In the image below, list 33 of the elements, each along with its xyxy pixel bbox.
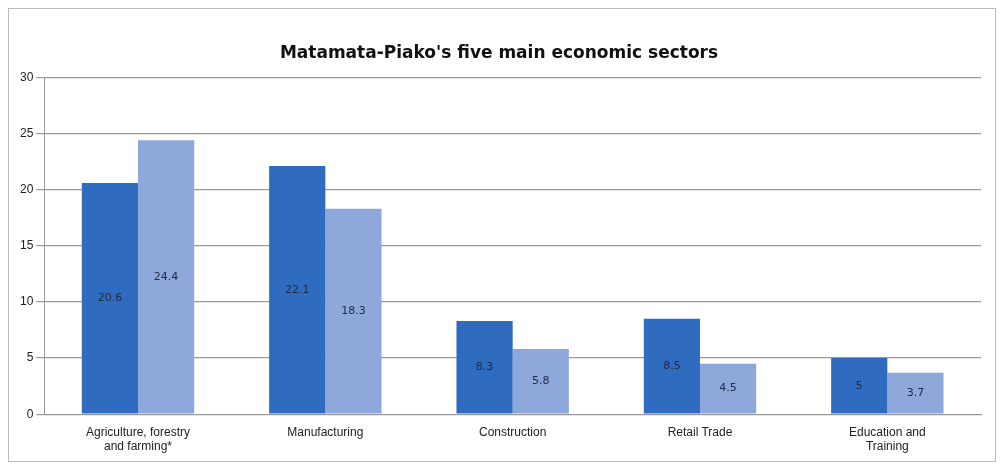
- bar: [887, 372, 944, 414]
- y-tick-label: 5: [26, 350, 34, 365]
- bar: [700, 363, 757, 414]
- x-tick-label: Education and Training: [848, 424, 926, 454]
- data-label: 3.7: [906, 385, 925, 399]
- bar: [456, 321, 513, 414]
- y-tick-label: 10: [19, 294, 34, 309]
- y-tick-label: 20: [19, 181, 34, 196]
- data-label: 22.1: [284, 282, 310, 296]
- data-label: 8.3: [475, 360, 494, 374]
- data-label: 5.8: [532, 374, 550, 388]
- data-label: 8.5: [663, 359, 681, 373]
- x-tick-label: Manufacturing: [287, 424, 364, 439]
- bar: [81, 182, 139, 414]
- bar: [138, 140, 195, 414]
- bar: [269, 166, 326, 414]
- y-tick-label: 15: [19, 238, 34, 253]
- data-label: 20.6: [97, 291, 123, 305]
- bar: [643, 318, 700, 414]
- data-label: 4.5: [719, 381, 737, 395]
- x-tick-label: Construction: [478, 424, 547, 439]
- y-tick-label: 30: [19, 69, 34, 84]
- data-label: 5: [855, 378, 863, 392]
- y-tick-label: 25: [19, 125, 34, 140]
- bar: [512, 349, 569, 414]
- x-tick-label: Retail Trade: [667, 424, 733, 439]
- bar: [325, 208, 382, 414]
- chart-title: Matamata-Piako's five main economic sectors: [279, 41, 719, 62]
- x-tick-label: Agriculture, forestry and farming*: [85, 424, 191, 454]
- data-label: 18.3: [341, 304, 366, 318]
- y-tick-label: 0: [26, 406, 34, 421]
- bar: [831, 358, 888, 414]
- data-label: 24.4: [153, 269, 179, 283]
